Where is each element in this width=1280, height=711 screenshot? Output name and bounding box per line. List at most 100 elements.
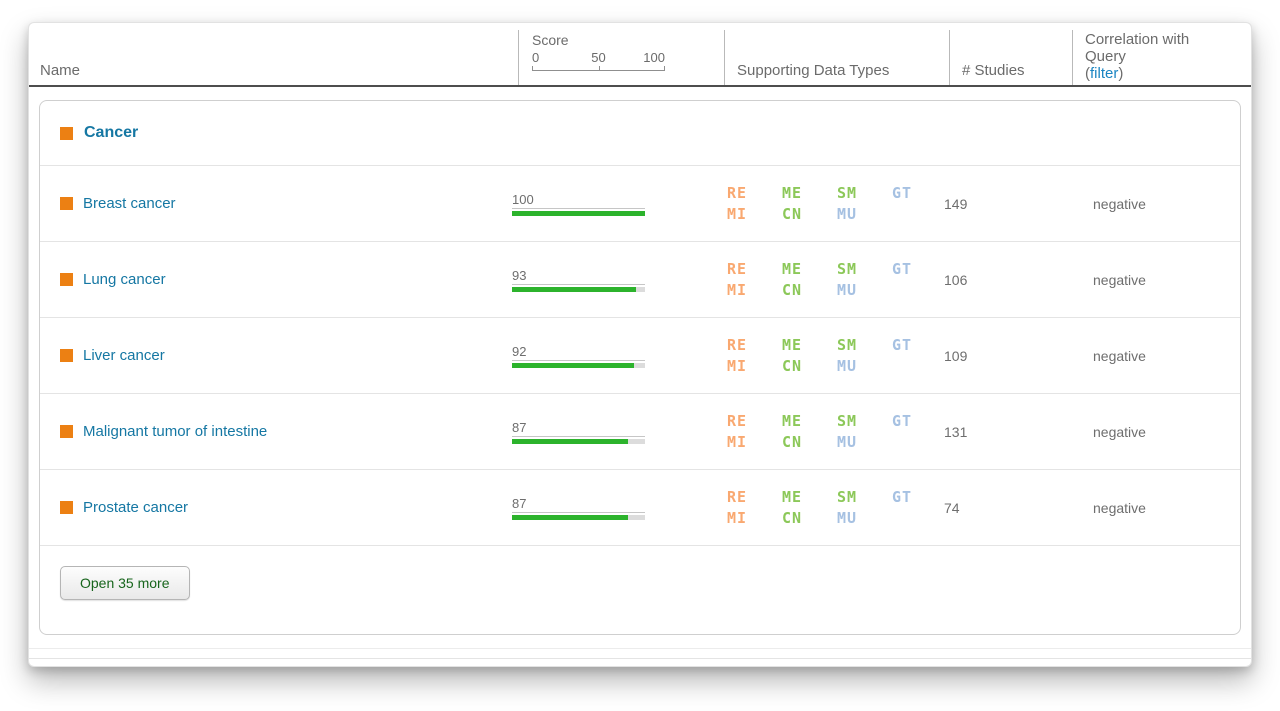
data-type-badges: RE ME SM GT MI CN MU: [727, 184, 935, 223]
row-name-cell: Liver cancer: [40, 347, 512, 364]
data-type-badge-re: RE: [727, 184, 748, 202]
data-type-badges: RE ME SM GT MI CN MU: [727, 260, 935, 299]
table-row: Malignant tumor of intestine 87 RE ME SM GT…: [40, 394, 1240, 470]
column-header-studies[interactable]: # Studies: [949, 30, 1072, 85]
data-type-badge-cn: CN: [782, 509, 803, 527]
data-type-badge-mi: MI: [727, 281, 748, 299]
data-type-badge-me: ME: [782, 260, 803, 278]
cancer-group-box: Cancer Breast cancer 100 RE ME SM GT MI CN MU …: [39, 100, 1241, 635]
table-row: Lung cancer 93 RE ME SM GT MI CN MU 106 negati…: [40, 242, 1240, 318]
category-square-icon: [60, 425, 73, 438]
data-type-badge-mi: MI: [727, 357, 748, 375]
data-type-badge-re: RE: [727, 336, 748, 354]
score-value: 87: [512, 496, 645, 513]
correlation-header-line1: Correlation with: [1085, 31, 1190, 48]
score-value: 87: [512, 420, 645, 437]
score-value: 100: [512, 192, 645, 209]
results-panel: Name Score 0 50 100 Supporting Data Type…: [28, 22, 1252, 667]
filter-link[interactable]: filter: [1090, 65, 1119, 82]
data-type-badge-cn: CN: [782, 357, 803, 375]
name-header-label: Name: [40, 62, 81, 79]
studies-count: 109: [944, 347, 968, 364]
score-bar-fill: [512, 514, 628, 520]
data-type-badge-cn: CN: [782, 433, 803, 451]
correlation-value: negative: [1093, 195, 1146, 212]
data-type-badge-sm: SM: [837, 260, 858, 278]
table-row: Prostate cancer 87 RE ME SM GT MI CN MU 74 neg…: [40, 470, 1240, 546]
data-type-badge-cn: CN: [782, 281, 803, 299]
studies-count: 74: [944, 499, 960, 516]
data-type-badge-sm: SM: [837, 184, 858, 202]
table-row: Liver cancer 92 RE ME SM GT MI CN MU 109 negat…: [40, 318, 1240, 394]
scale-ruler: [532, 65, 665, 71]
data-type-badge-re: RE: [727, 260, 748, 278]
correlation-value: negative: [1093, 423, 1146, 440]
studies-count: 131: [944, 423, 968, 440]
disease-link[interactable]: Malignant tumor of intestine: [83, 423, 268, 440]
table-header: Name Score 0 50 100 Supporting Data Type…: [29, 23, 1251, 85]
table-row: Breast cancer 100 RE ME SM GT MI CN MU 149 neg…: [40, 166, 1240, 242]
scale-tick-0: 0: [532, 50, 540, 65]
correlation-filter-wrap: (filter): [1085, 65, 1251, 82]
row-score-cell: 92: [512, 344, 718, 368]
disease-link[interactable]: Prostate cancer: [83, 499, 189, 516]
correlation-value: negative: [1093, 499, 1146, 516]
data-type-badges: RE ME SM GT MI CN MU: [727, 412, 935, 451]
category-square-icon: [60, 197, 73, 210]
data-type-badges: RE ME SM GT MI CN MU: [727, 336, 935, 375]
data-type-badge-mi: MI: [727, 509, 748, 527]
score-header-label: Score: [532, 32, 569, 48]
row-name-cell: Breast cancer: [40, 195, 512, 212]
row-data-types-cell: RE ME SM GT MI CN MU: [718, 184, 935, 223]
rows: Breast cancer 100 RE ME SM GT MI CN MU 149 neg…: [40, 166, 1240, 546]
data-type-badge-mu: MU: [837, 357, 858, 375]
row-name-cell: Prostate cancer: [40, 499, 512, 516]
column-header-correlation: Correlation with Query (filter): [1072, 30, 1251, 85]
data-types-header-label: Supporting Data Types: [737, 62, 890, 79]
data-type-badge-sm: SM: [837, 412, 858, 430]
score-bar-fill: [512, 362, 635, 368]
data-type-badge-gt: GT: [892, 488, 913, 506]
category-square-icon: [60, 126, 73, 140]
studies-header-label: # Studies: [962, 62, 1025, 79]
score-value: 92: [512, 344, 645, 361]
data-type-badge-re: RE: [727, 412, 748, 430]
data-type-badge-mu: MU: [837, 205, 858, 223]
data-type-badge-cn: CN: [782, 205, 803, 223]
open-more-button[interactable]: Open 35 more: [60, 565, 190, 600]
score-bar-track: [512, 514, 645, 520]
category-square-icon: [60, 273, 73, 286]
scale-tick-100: 100: [643, 50, 665, 65]
data-type-badge-mi: MI: [727, 433, 748, 451]
row-score-cell: 87: [512, 496, 718, 520]
studies-count: 106: [944, 271, 968, 288]
disease-link[interactable]: Lung cancer: [83, 271, 166, 288]
data-type-badge-re: RE: [727, 488, 748, 506]
data-type-badge-sm: SM: [837, 336, 858, 354]
studies-count: 149: [944, 195, 968, 212]
score-value: 93: [512, 268, 645, 285]
data-type-badge-sm: SM: [837, 488, 858, 506]
score-bar-track: [512, 438, 645, 444]
paren-close: ): [1118, 65, 1124, 82]
row-name-cell: Lung cancer: [40, 271, 512, 288]
panel-footer: [29, 648, 1251, 659]
disease-link[interactable]: Liver cancer: [83, 347, 165, 364]
group-title: Cancer: [84, 124, 139, 141]
data-type-badge-mu: MU: [837, 433, 858, 451]
row-score-cell: 93: [512, 268, 718, 292]
column-header-name[interactable]: Name: [29, 30, 518, 85]
group-header-row[interactable]: Cancer: [40, 101, 1240, 166]
column-header-score[interactable]: Score 0 50 100: [518, 30, 724, 85]
row-name-cell: Malignant tumor of intestine: [40, 423, 512, 440]
data-type-badge-gt: GT: [892, 336, 913, 354]
footer-line: [29, 658, 1251, 659]
row-score-cell: 100: [512, 192, 718, 216]
score-bar-track: [512, 362, 645, 368]
score-bar-fill: [512, 438, 628, 444]
disease-link[interactable]: Breast cancer: [83, 195, 176, 212]
score-scale: 0 50 100: [532, 50, 665, 71]
column-header-data-types[interactable]: Supporting Data Types: [724, 30, 949, 85]
correlation-header-line2: Query: [1085, 48, 1126, 65]
